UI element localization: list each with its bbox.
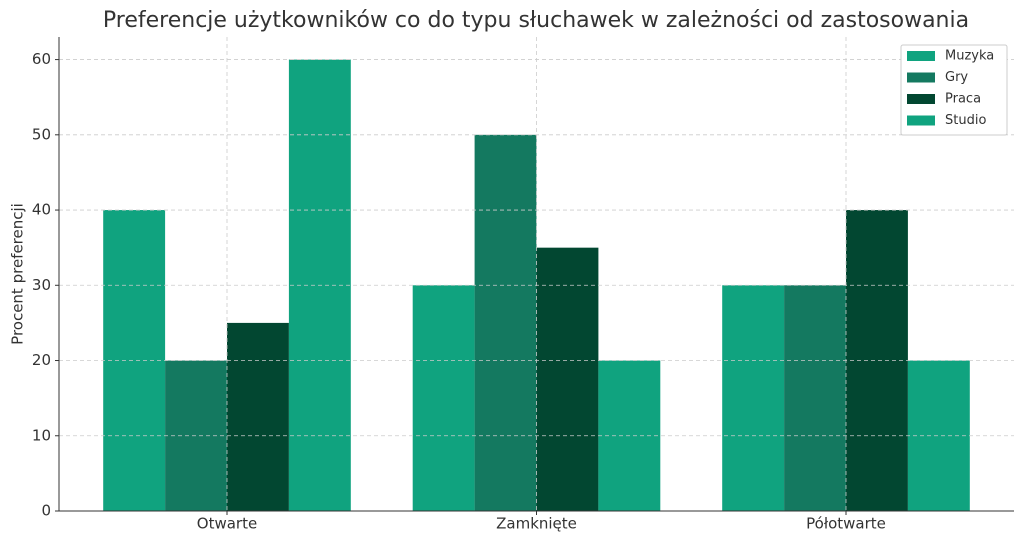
legend-swatch — [907, 72, 935, 83]
legend-swatch — [907, 94, 935, 104]
y-tick-label: 30 — [32, 276, 51, 294]
x-tick-label: Otwarte — [197, 515, 257, 533]
bar — [227, 322, 289, 511]
bar — [907, 360, 970, 511]
legend-label: Muzyka — [945, 49, 994, 64]
legend-swatch — [907, 51, 935, 61]
y-tick-label: 20 — [32, 351, 51, 369]
y-tick-label: 10 — [32, 426, 51, 444]
legend-swatch — [907, 115, 935, 126]
bar — [103, 210, 166, 512]
chart-title: Preferencje użytkowników co do typu słuc… — [103, 8, 969, 33]
bar — [722, 285, 785, 511]
bar — [846, 210, 908, 512]
legend-label: Studio — [945, 113, 986, 128]
legend-box — [900, 44, 1008, 136]
y-tick-label: 40 — [32, 201, 51, 219]
bar — [536, 247, 599, 511]
y-tick-label: 60 — [32, 50, 51, 68]
legend-label: Praca — [945, 92, 981, 107]
bar — [784, 285, 846, 511]
x-tick-label: Półotwarte — [806, 515, 886, 533]
bar — [474, 134, 537, 512]
y-axis-label: Procent preferencji — [9, 203, 27, 345]
bar — [412, 285, 475, 511]
y-tick-label: 50 — [32, 125, 51, 143]
x-tick-label: Zamknięte — [496, 515, 577, 533]
y-tick-label: 0 — [41, 502, 51, 520]
legend-label: Gry — [945, 70, 968, 85]
